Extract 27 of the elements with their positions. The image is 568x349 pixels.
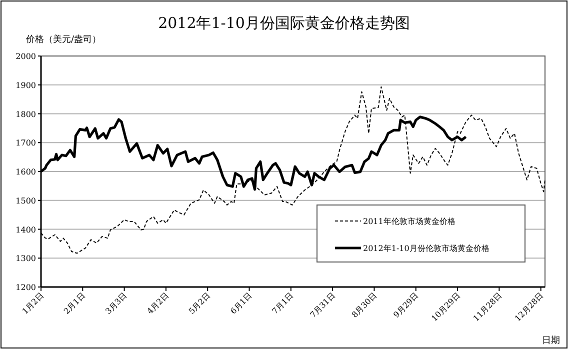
x-tick-label: 6月1日	[228, 291, 254, 316]
y-tick-label: 1400	[16, 225, 36, 234]
x-axis-title: 日期	[542, 335, 560, 346]
y-tick-label: 1600	[16, 168, 36, 176]
x-tick-label: 7月31日	[308, 291, 337, 320]
y-tick-label: 1700	[16, 138, 36, 148]
y-tick-label: 1800	[16, 110, 36, 119]
x-tick-label: 4月2日	[145, 291, 170, 316]
legend-label: 2011年伦敦市场黄金价格	[363, 217, 456, 226]
chart-title: 2012年1-10月份国际黄金价格走势图	[158, 14, 410, 32]
legend-label: 2012年1-10月份伦敦市场黄金价格	[363, 244, 490, 253]
x-tick-label: 2月1日	[62, 291, 88, 316]
x-tick-label: 10月29日	[430, 291, 462, 324]
y-tick-label: 1900	[16, 80, 36, 90]
y-tick-label: 1200	[16, 283, 36, 292]
x-tick-label: 7月1日	[270, 291, 296, 316]
x-tick-label: 12月28日	[513, 291, 546, 324]
x-tick-label: 11月28日	[472, 291, 504, 324]
x-tick-label: 1月2日	[20, 291, 46, 316]
x-tick-label: 9月29日	[392, 291, 420, 320]
y-tick-label: 2000	[16, 52, 36, 61]
y-axis-title: 价格（美元/盎司）	[25, 34, 102, 45]
y-tick-label: 1500	[16, 196, 36, 206]
x-tick-label: 8月30日	[350, 291, 379, 320]
y-tick-label: 1300	[16, 254, 36, 264]
x-tick-label: 3月3日	[104, 291, 129, 316]
x-tick-label: 5月2日	[187, 291, 212, 316]
